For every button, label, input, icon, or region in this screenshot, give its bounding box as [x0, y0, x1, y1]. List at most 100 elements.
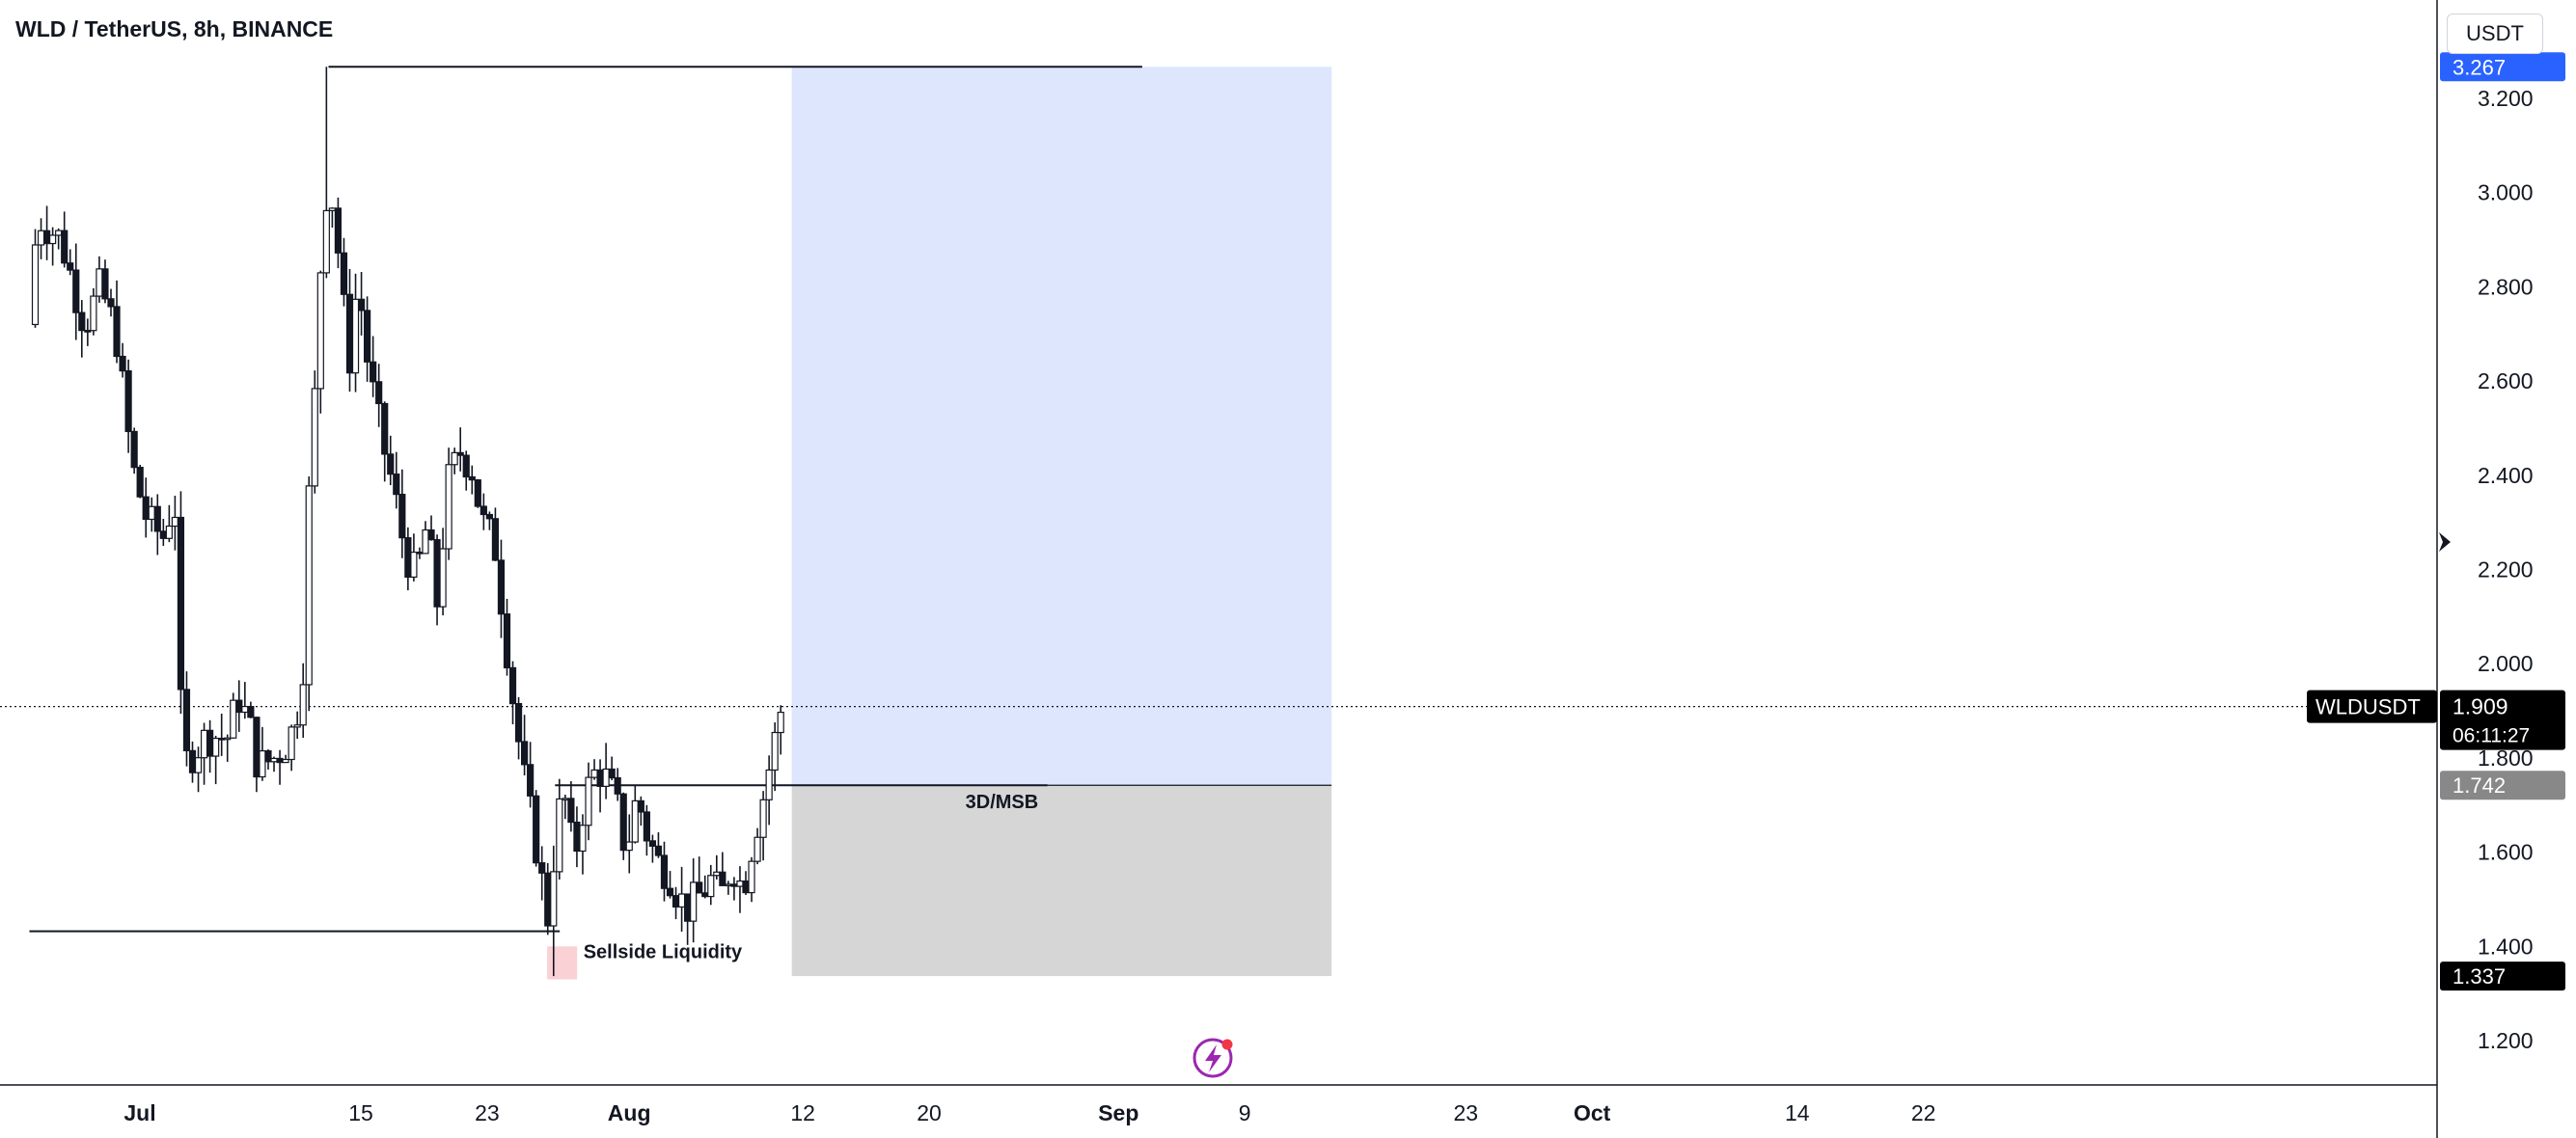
candle-body	[590, 769, 598, 778]
y-tick-label: 2.600	[2478, 368, 2534, 393]
y-tick-label: 2.200	[2478, 557, 2534, 583]
candle-body	[439, 548, 447, 608]
candle-body	[567, 798, 575, 824]
candle-body	[573, 821, 581, 853]
candle-body	[445, 464, 452, 550]
notification-dot-icon	[1221, 1039, 1233, 1050]
candle-body	[101, 268, 109, 300]
candle-body	[538, 862, 546, 874]
candle-body	[410, 551, 418, 578]
candle-body	[364, 310, 371, 363]
candle-body	[660, 854, 669, 889]
candle-body	[387, 453, 395, 475]
candle-body	[247, 705, 255, 718]
candle-body	[416, 551, 424, 555]
x-tick-label: 9	[1239, 1100, 1251, 1125]
top-price-badge-bg	[2440, 52, 2565, 82]
candle-body	[404, 537, 412, 578]
candle-body	[381, 402, 389, 455]
candle-body	[288, 726, 295, 761]
candle-body	[107, 298, 115, 308]
x-tick-label: 22	[1911, 1100, 1936, 1125]
liquidity-zone	[547, 946, 578, 980]
annotation-label: Sellside Liquidity	[584, 941, 743, 962]
candle-body	[503, 613, 511, 669]
candle-body	[730, 883, 738, 887]
candle-body	[637, 799, 644, 813]
candle-body	[759, 799, 767, 838]
candle-body	[194, 757, 203, 773]
candle-body	[619, 793, 627, 852]
candle-body	[42, 230, 51, 245]
candle-body	[165, 525, 173, 539]
candle-body	[370, 361, 377, 383]
candle-body	[765, 769, 773, 800]
x-tick-label: 20	[917, 1100, 942, 1125]
candle-body	[451, 451, 458, 466]
candle-body	[684, 893, 692, 922]
candle-body	[508, 666, 517, 705]
candle-body	[340, 252, 348, 295]
candle-body	[230, 699, 237, 739]
annotation-label: 3D/MSB	[966, 792, 1039, 813]
x-tick-label: 12	[790, 1100, 815, 1125]
currency-selector-button[interactable]: USDT	[2447, 14, 2543, 54]
candle-body	[497, 559, 506, 615]
candle-body	[514, 703, 523, 743]
candle-body	[148, 505, 155, 521]
candle-body	[72, 269, 80, 313]
candle-body	[550, 871, 558, 927]
candle-body	[84, 330, 92, 333]
candle-body	[253, 717, 260, 778]
candle-body	[480, 505, 487, 516]
candle-body	[136, 467, 144, 498]
candle-body	[328, 207, 336, 212]
candle-body	[96, 268, 103, 297]
candle-body	[422, 528, 429, 555]
x-tick-label: Oct	[1574, 1100, 1611, 1125]
symbol-tag-label: WLDUSDT	[2316, 695, 2421, 719]
candle-body	[725, 883, 732, 887]
candle-body	[491, 518, 500, 561]
candle-body	[276, 757, 284, 764]
candle-body	[433, 539, 441, 608]
x-tick-label: Jul	[123, 1100, 155, 1125]
lightning-bolt-icon	[1205, 1044, 1221, 1072]
y-tick-label: 2.800	[2478, 274, 2534, 299]
candle-body	[614, 776, 621, 795]
candle-body	[270, 757, 278, 763]
x-tick-label: 15	[348, 1100, 373, 1125]
risk-zone	[791, 785, 1332, 977]
candle-body	[90, 295, 97, 332]
candle-body	[177, 516, 185, 691]
candle-body	[375, 381, 383, 405]
candle-body	[754, 836, 761, 862]
candle-body	[556, 798, 563, 873]
candle-body	[462, 454, 470, 478]
y-tick-label: 1.200	[2478, 1028, 2534, 1053]
candle-body	[206, 729, 214, 757]
candle-body	[677, 893, 686, 908]
candle-body	[37, 230, 45, 246]
low-price-badge: 1.337	[2453, 964, 2506, 989]
chart-title: WLD / TetherUS, 8h, BINANCE	[15, 16, 334, 41]
candle-body	[218, 737, 226, 741]
candle-body	[631, 799, 639, 843]
target-zone	[791, 67, 1332, 786]
x-tick-label: 23	[475, 1100, 500, 1125]
candle-body	[398, 494, 406, 539]
candle-body	[596, 769, 604, 787]
candle-body	[602, 768, 610, 787]
candle-body	[345, 293, 354, 374]
candle-body	[544, 872, 552, 927]
candle-body	[49, 234, 57, 245]
candle-body	[334, 207, 343, 254]
candle-body	[608, 768, 616, 779]
candle-body	[259, 749, 266, 778]
candle-body	[113, 306, 121, 358]
candle-body	[643, 811, 650, 842]
scale-marker-icon	[2439, 532, 2451, 552]
candle-body	[625, 841, 633, 852]
candle-body	[200, 729, 208, 759]
